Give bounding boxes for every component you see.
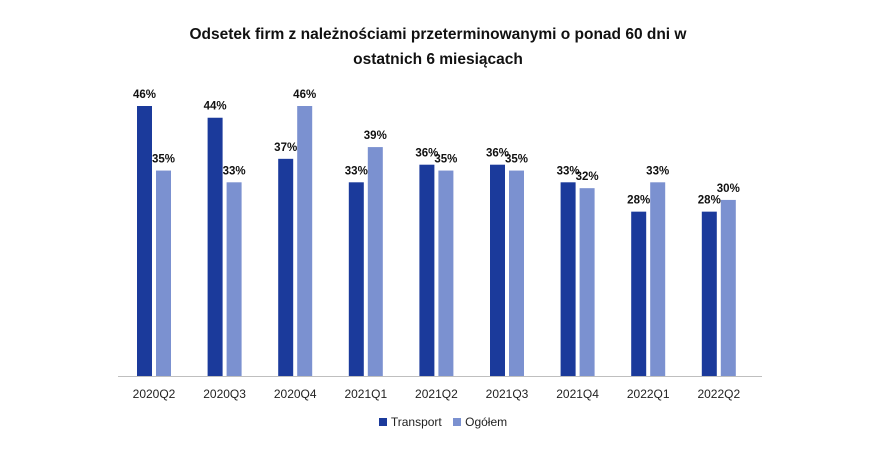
- x-tick-label-2022Q1: 2022Q1: [627, 387, 670, 401]
- x-tick-label-2021Q4: 2021Q4: [556, 387, 599, 401]
- x-tick-label-2020Q3: 2020Q3: [203, 387, 246, 401]
- data-label-ogolem-2020Q2: 35%: [152, 154, 175, 166]
- x-tick-label-2021Q3: 2021Q3: [486, 387, 529, 401]
- data-label-transport-2021Q4: 33%: [557, 165, 580, 177]
- bar-transport-2021Q2: [419, 164, 435, 376]
- x-tick-label-2021Q2: 2021Q2: [415, 387, 458, 401]
- legend-label-ogolem: Ogółem: [465, 415, 508, 429]
- legend-swatch-ogolem: [453, 418, 462, 426]
- bar-transport-2022Q1: [631, 211, 647, 376]
- data-label-ogolem-2022Q2: 30%: [717, 183, 740, 195]
- legend-item-transport: Transport: [378, 415, 442, 429]
- data-label-ogolem-2020Q3: 33%: [223, 165, 246, 177]
- data-label-ogolem-2021Q3: 35%: [505, 154, 528, 166]
- x-tick-label-2020Q2: 2020Q2: [133, 387, 176, 401]
- chart-title-line-2: ostatnich 6 miesiącach: [353, 51, 523, 68]
- bar-transport-2020Q4: [278, 158, 294, 376]
- chart-title: Odsetek firm z należnościami przetermino…: [0, 22, 876, 72]
- bar-ogolem-2020Q4: [297, 106, 313, 376]
- chart-legend: Transport Ogółem: [0, 415, 886, 429]
- data-label-transport-2020Q2: 46%: [133, 89, 156, 101]
- data-label-transport-2022Q2: 28%: [698, 195, 721, 207]
- x-tick-label-2021Q1: 2021Q1: [344, 387, 387, 401]
- bar-ogolem-2021Q1: [367, 147, 383, 376]
- bar-transport-2022Q2: [701, 211, 717, 376]
- legend-item-ogolem: Ogółem: [453, 415, 507, 429]
- bar-ogolem-2022Q2: [720, 199, 736, 376]
- data-label-transport-2021Q1: 33%: [345, 165, 368, 177]
- bar-ogolem-2020Q3: [226, 182, 242, 376]
- data-label-transport-2020Q3: 44%: [204, 101, 227, 113]
- data-label-ogolem-2021Q2: 35%: [434, 154, 457, 166]
- bar-ogolem-2021Q3: [509, 170, 524, 376]
- chart-title-line-1: Odsetek firm z należnościami przetermino…: [189, 26, 687, 43]
- bar-transport-2021Q1: [348, 182, 364, 376]
- data-label-ogolem-2021Q1: 39%: [364, 130, 387, 142]
- data-label-transport-2021Q3: 36%: [486, 148, 509, 160]
- x-tick-label-2022Q2: 2022Q2: [697, 387, 740, 401]
- data-label-transport-2021Q2: 36%: [415, 148, 438, 160]
- legend-swatch-transport: [378, 418, 387, 426]
- bar-ogolem-2020Q2: [156, 170, 171, 376]
- bar-transport-2020Q2: [137, 106, 152, 376]
- bar-transport-2020Q3: [207, 117, 223, 376]
- bar-ogolem-2021Q2: [438, 170, 454, 376]
- bar-ogolem-2021Q4: [579, 188, 595, 376]
- data-label-ogolem-2020Q4: 46%: [293, 89, 316, 101]
- bar-ogolem-2022Q1: [650, 182, 666, 376]
- bar-transport-2021Q4: [560, 182, 576, 376]
- data-label-ogolem-2021Q4: 32%: [576, 171, 599, 183]
- bar-transport-2021Q3: [490, 164, 505, 376]
- x-tick-label-2020Q4: 2020Q4: [274, 387, 317, 401]
- data-label-ogolem-2022Q1: 33%: [646, 165, 669, 177]
- data-label-transport-2020Q4: 37%: [274, 142, 297, 154]
- legend-label-transport: Transport: [390, 415, 442, 429]
- data-label-transport-2022Q1: 28%: [627, 195, 650, 207]
